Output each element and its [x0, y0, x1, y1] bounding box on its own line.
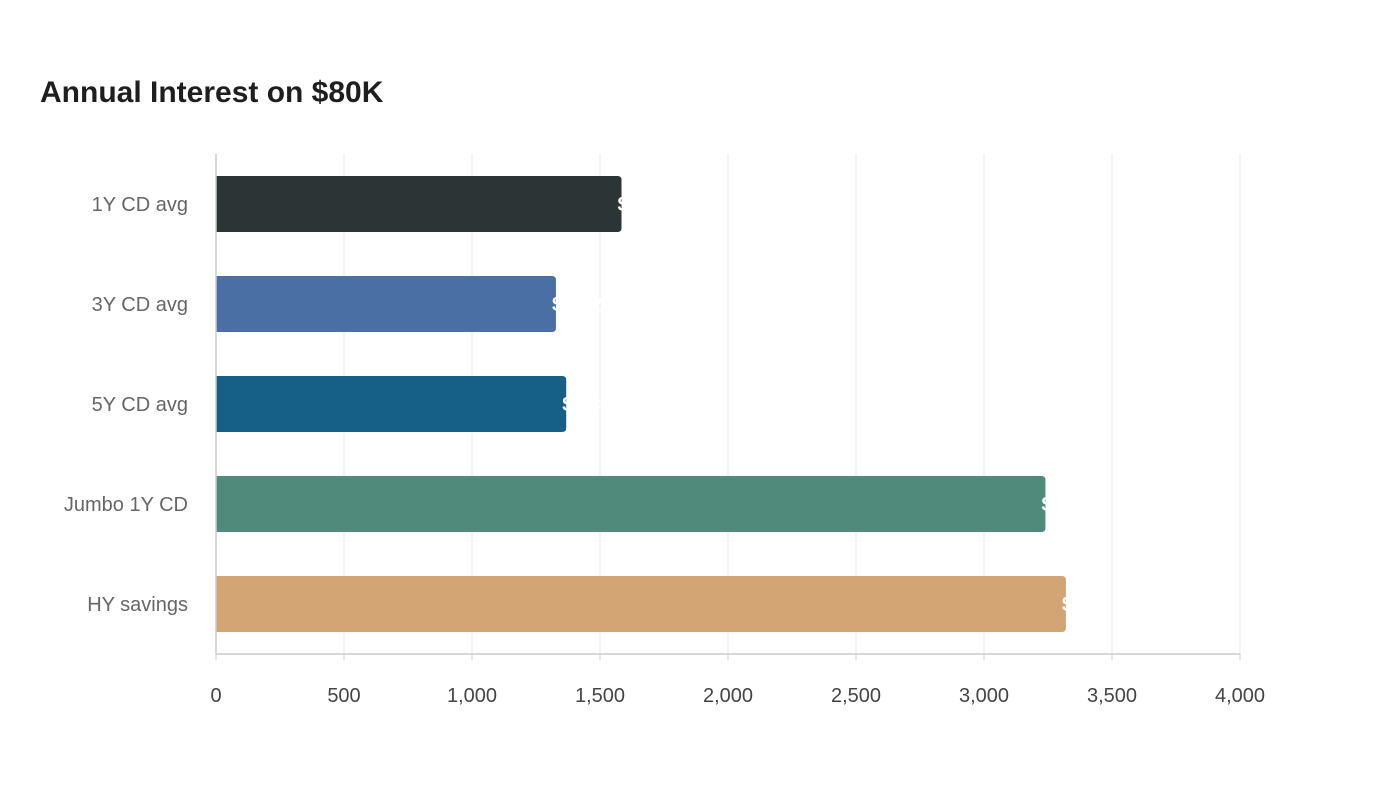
x-tick-label: 4,000: [1215, 685, 1265, 707]
chart-title: Annual Interest on $80K: [40, 76, 384, 109]
bar: [216, 576, 1066, 632]
labels: 0 500 1,000 1,500 2,000 2,500 3,000 3,500 4,000 1…: [64, 194, 1265, 707]
data-label: $1,584: [618, 194, 680, 216]
bars: [216, 176, 1066, 632]
x-tick-label: 2,000: [703, 685, 753, 707]
category-label: 3Y CD avg: [92, 294, 188, 316]
bar: [216, 376, 567, 432]
bar: [216, 276, 556, 332]
category-label: 1Y CD avg: [92, 194, 188, 216]
data-label: $3,320: [1062, 594, 1123, 616]
axes: [215, 154, 1241, 660]
x-tick-label: 0: [210, 685, 221, 707]
bar: [216, 176, 622, 232]
x-tick-label: 2,500: [831, 685, 881, 707]
x-tick-label: 3,000: [959, 685, 1009, 707]
x-tick-label: 3,500: [1087, 685, 1137, 707]
category-label: Jumbo 1Y CD: [64, 494, 188, 516]
x-tick-label: 500: [327, 685, 360, 707]
data-label: $3,240: [1041, 494, 1102, 516]
x-tick-label: 1,500: [575, 685, 625, 707]
category-label: 5Y CD avg: [92, 394, 188, 416]
data-label: $1,368: [562, 394, 623, 416]
category-label: HY savings: [87, 594, 188, 616]
bar: [216, 476, 1046, 532]
x-tick-label: 1,000: [447, 685, 497, 707]
data-label: $1,328: [552, 294, 613, 316]
